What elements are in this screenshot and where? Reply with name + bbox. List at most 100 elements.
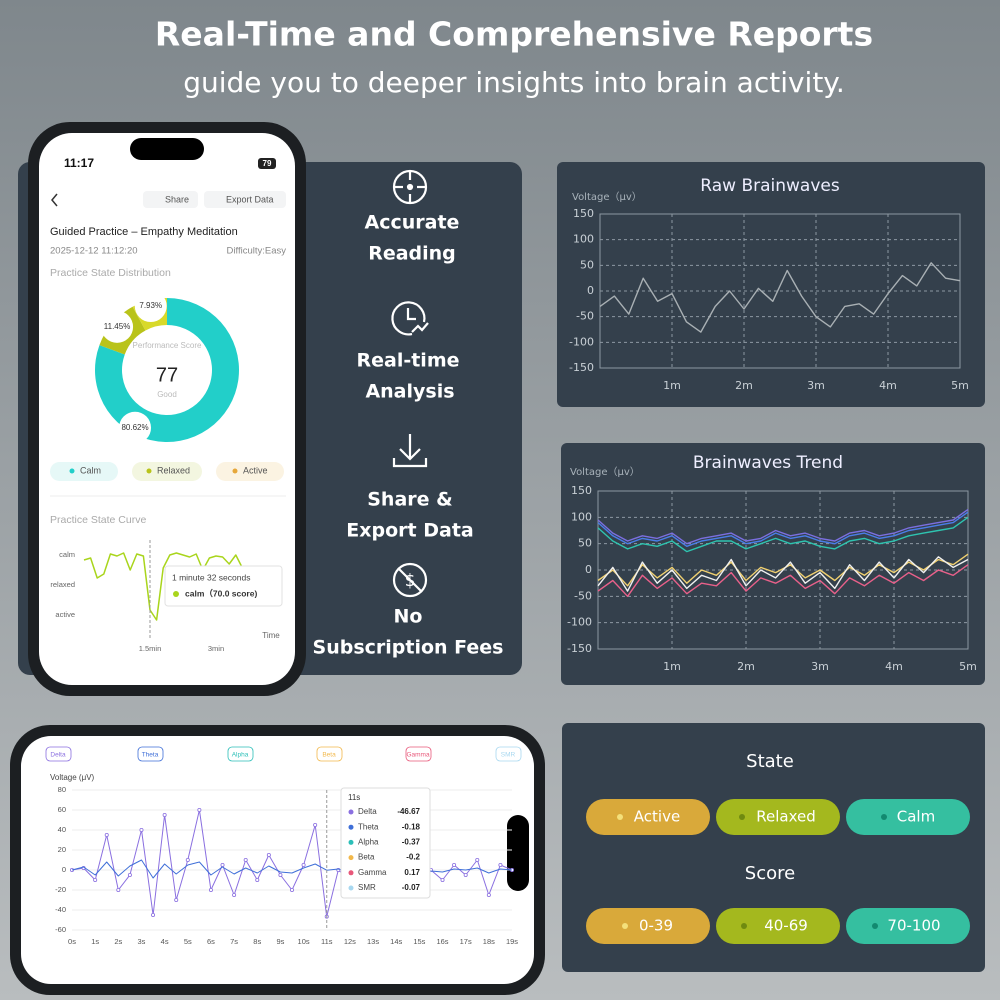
legend-chip[interactable] xyxy=(50,462,118,481)
point xyxy=(185,858,190,863)
point xyxy=(440,878,445,883)
tooltip-dot xyxy=(348,824,354,830)
point xyxy=(278,873,283,878)
legend-chip[interactable] xyxy=(316,746,343,762)
feature-labels: Accurate Reading Real-time Analysis Shar… xyxy=(313,212,504,659)
legend-label: Active xyxy=(243,465,268,475)
state-chip[interactable] xyxy=(846,799,970,835)
score: 77 xyxy=(156,364,178,386)
legend-chip[interactable] xyxy=(227,746,254,762)
series-line xyxy=(597,508,969,545)
y-tick-label: -150 xyxy=(567,642,592,655)
practice-date: 2025-12-12 11:12:20 xyxy=(50,246,138,257)
dynamic-island xyxy=(507,815,529,891)
battery-level: 79 xyxy=(263,159,272,168)
section-title: Practice State Curve xyxy=(50,514,146,526)
x-tick-label: 7s xyxy=(230,937,238,946)
x-tick-label: 13s xyxy=(367,937,379,946)
x-tick-label: 14s xyxy=(390,937,402,946)
legend-label: Calm xyxy=(80,465,101,475)
y-tick-label: -20 xyxy=(55,885,66,894)
y-tick-label: calm xyxy=(59,550,75,559)
x-tick-label: 1m xyxy=(663,379,681,392)
point xyxy=(475,858,480,863)
point xyxy=(104,833,109,838)
legend-dot xyxy=(69,468,75,474)
tooltip-name: Beta xyxy=(358,853,375,862)
x-tick-label: 12s xyxy=(344,937,356,946)
legend-chip[interactable] xyxy=(132,462,202,481)
x-axis-label: Time xyxy=(262,631,280,640)
y-tick-label: 0 xyxy=(585,563,592,576)
tooltip xyxy=(164,565,283,607)
point xyxy=(486,893,491,898)
legend-chip[interactable] xyxy=(216,462,284,481)
y-tick-label: 50 xyxy=(578,537,592,550)
x-tick-label: 15s xyxy=(413,937,425,946)
difficulty: Difficulty:Easy xyxy=(227,246,287,257)
score-chip[interactable] xyxy=(716,908,840,944)
chip-dot xyxy=(872,923,878,929)
raw-chart: 150 100 50 0 -50 -100 -150 1m 2m 3m 4m 5m xyxy=(569,207,969,392)
y-tick-label: 0 xyxy=(587,284,594,297)
chart-title: Brainwaves Trend xyxy=(693,453,843,473)
legend-label: Alpha xyxy=(232,752,249,759)
state-chip[interactable] xyxy=(586,799,710,835)
tooltip-dot xyxy=(348,839,354,845)
x-tick-label: 2m xyxy=(737,660,755,673)
y-tick-label: -50 xyxy=(574,589,592,602)
phone-screen xyxy=(21,736,534,984)
point xyxy=(116,888,121,893)
feature-icons: $ xyxy=(391,169,429,598)
x-tick-label: 3min xyxy=(208,644,224,653)
legend-dot xyxy=(232,468,238,474)
section-title: State xyxy=(746,751,794,772)
share-button[interactable] xyxy=(143,191,198,208)
score-label: 70-100 xyxy=(887,917,940,935)
export-button[interactable] xyxy=(204,191,286,208)
dynamic-island xyxy=(130,138,204,160)
legend-chip[interactable] xyxy=(495,746,522,762)
donut-segment xyxy=(95,298,239,442)
legend-chip[interactable] xyxy=(45,746,72,762)
legend-label: SMR xyxy=(501,752,516,759)
tooltip-name: SMR xyxy=(358,883,376,892)
series-line xyxy=(597,556,969,592)
tooltip-dot xyxy=(348,855,354,861)
score-chip[interactable] xyxy=(846,908,970,944)
trend-chart: 150 100 50 0 -50 -100 -150 1m 2m 3m 4m 5m xyxy=(567,484,977,673)
legend-label: Relaxed xyxy=(157,465,190,475)
tooltip-value: -0.2 xyxy=(406,853,420,862)
plot-border xyxy=(597,490,969,650)
y-tick-label: 20 xyxy=(58,845,66,854)
x-tick-label: 4m xyxy=(885,660,903,673)
series-line xyxy=(599,262,961,333)
point xyxy=(498,863,503,868)
state-chip[interactable] xyxy=(716,799,840,835)
y-tick-label: -40 xyxy=(55,905,66,914)
tooltip-value: calm（70.0 score) xyxy=(185,588,257,598)
tooltip-name: Gamma xyxy=(358,868,387,877)
x-tick-label: 3m xyxy=(807,379,825,392)
x-tick-label: 1s xyxy=(91,937,99,946)
score-chip[interactable] xyxy=(586,908,710,944)
score-label: 0-39 xyxy=(639,917,673,935)
tooltip-dot xyxy=(173,591,179,597)
legend-chip[interactable] xyxy=(405,746,432,762)
series-line xyxy=(71,859,513,879)
x-tick-label: 1.5min xyxy=(139,644,162,653)
export-label: Export Data xyxy=(226,194,274,204)
x-tick-label: 6s xyxy=(207,937,215,946)
plot-border xyxy=(599,213,961,369)
x-tick-label: 2s xyxy=(114,937,122,946)
back-button[interactable] xyxy=(51,193,58,207)
series-line xyxy=(83,552,244,621)
feature-label: Reading xyxy=(368,243,456,265)
y-tick-label: -100 xyxy=(567,616,592,629)
legend-chip[interactable] xyxy=(137,746,164,762)
donut-chart: 80.62% 11.45% 7.93% xyxy=(95,290,239,444)
label-bubble xyxy=(119,411,152,444)
score-label: Performance Score xyxy=(133,341,202,350)
raw-panel xyxy=(557,162,985,407)
